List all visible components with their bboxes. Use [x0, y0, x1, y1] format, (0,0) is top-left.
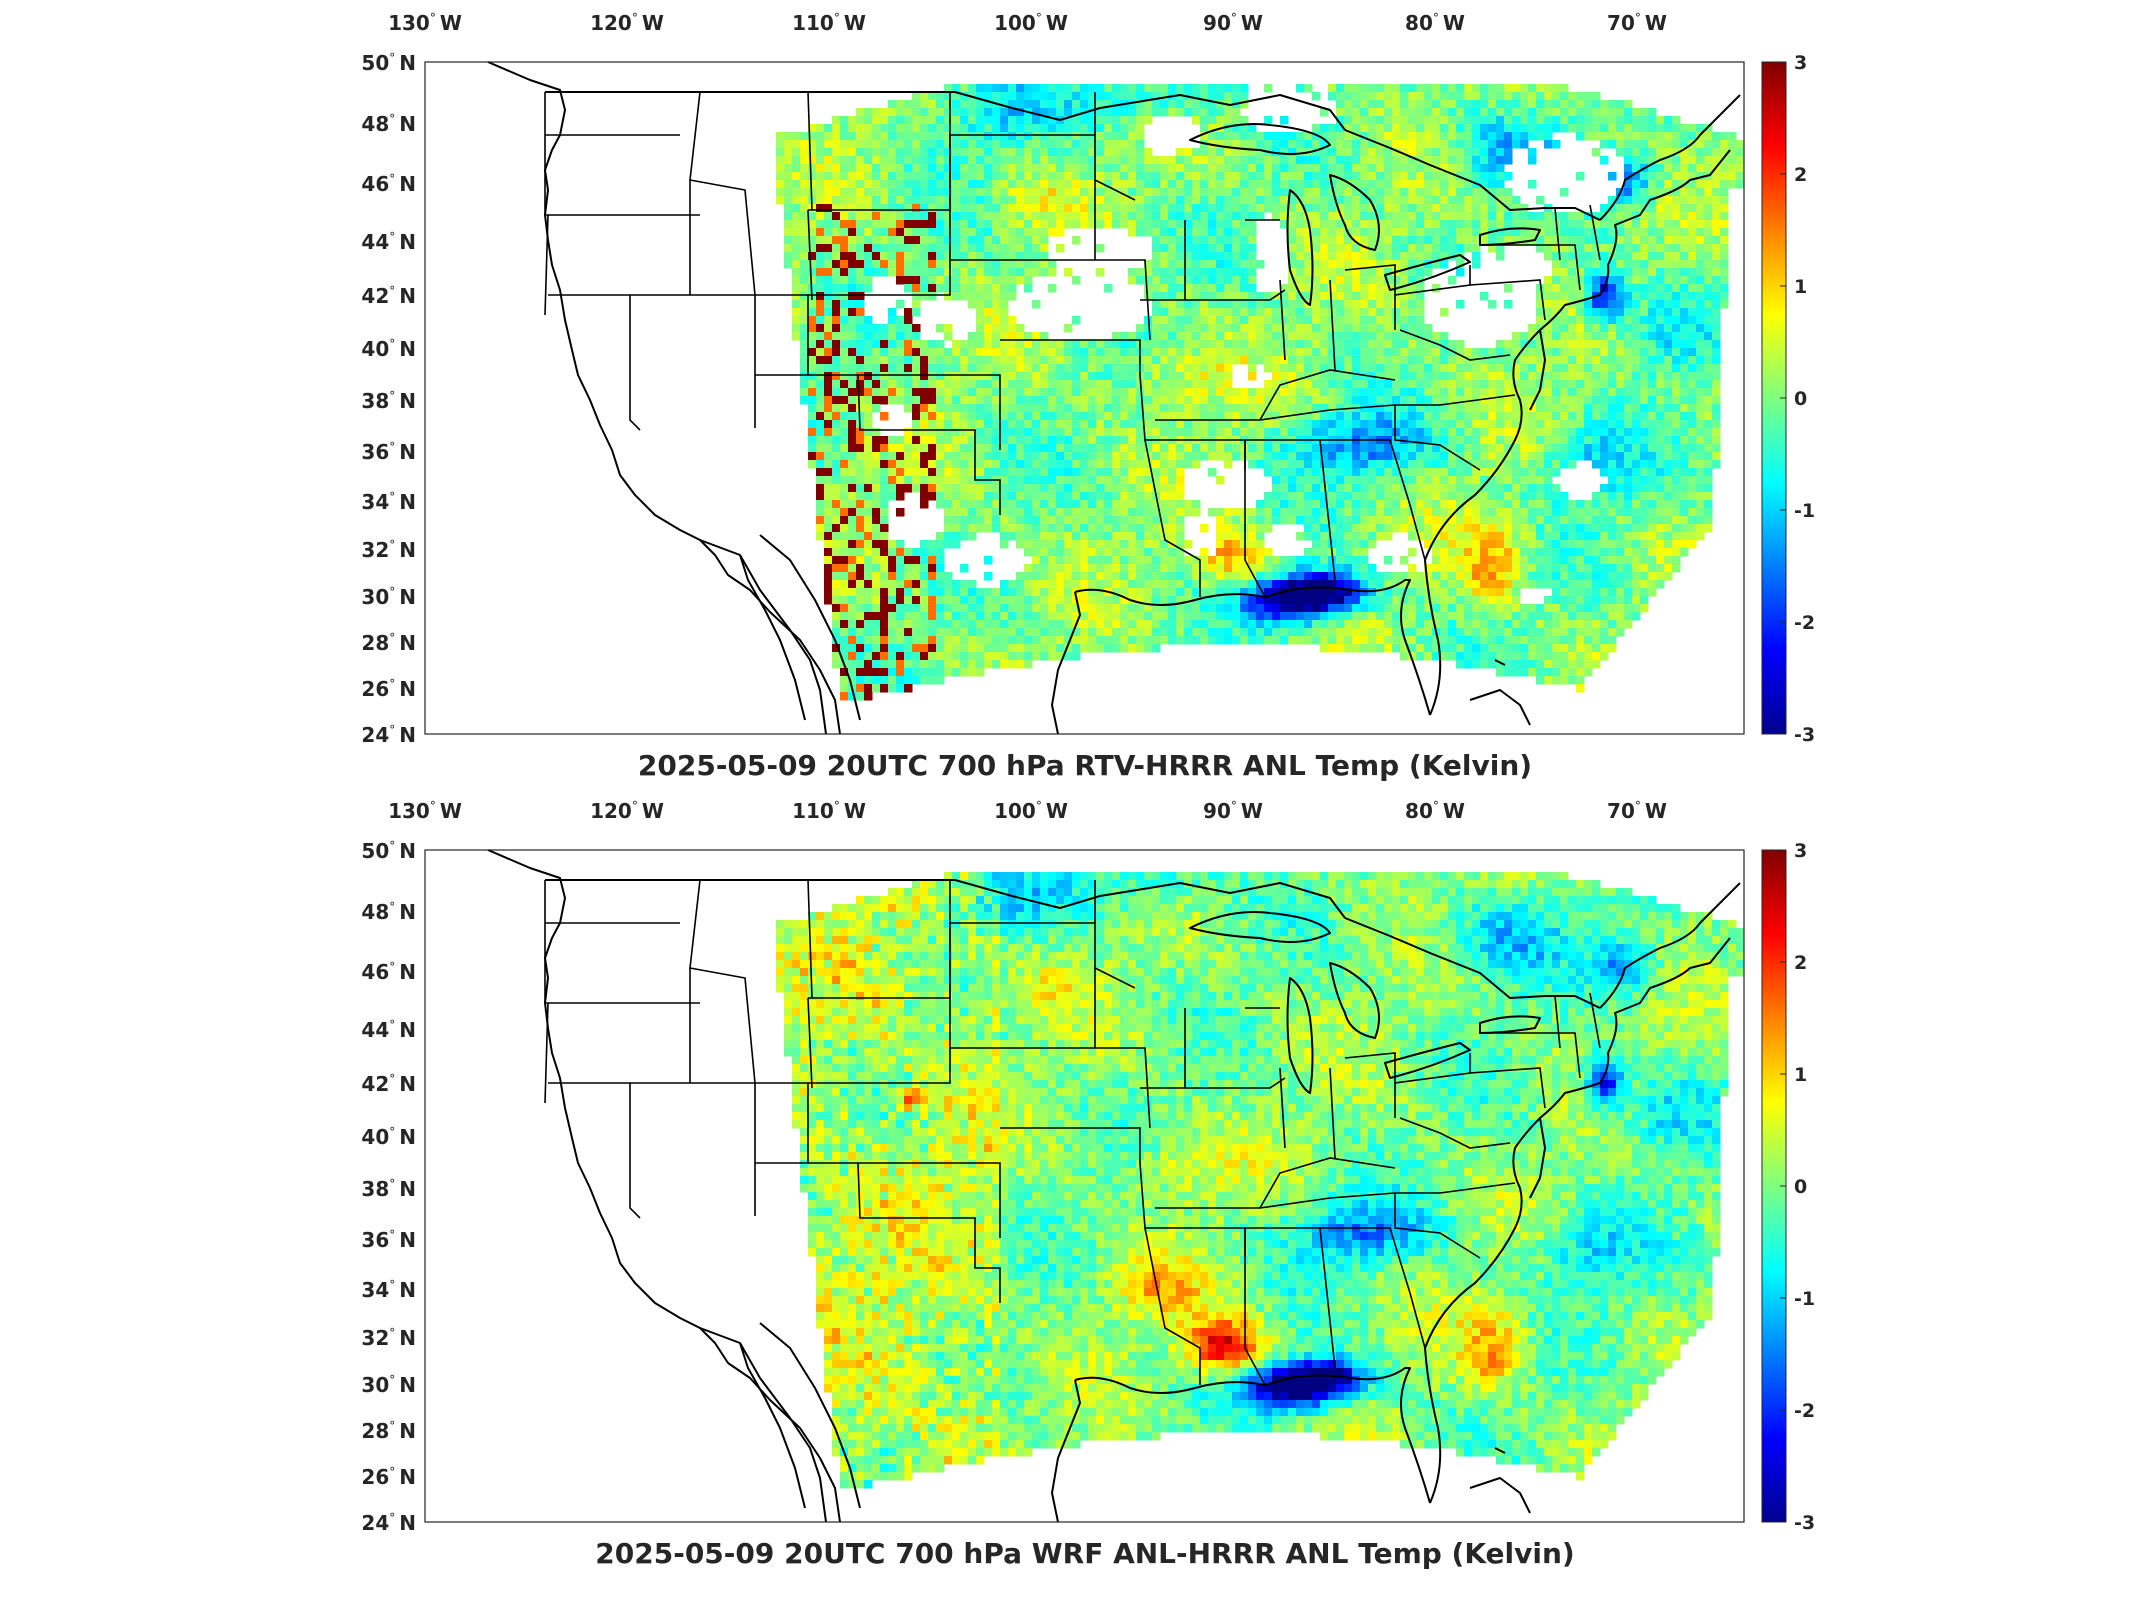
lat-tick-label: 38° N — [361, 389, 416, 413]
lat-tick-label: 30° N — [361, 1373, 416, 1397]
coastline-and-borders — [487, 849, 1741, 1523]
lat-tick-label: 24° N — [361, 723, 416, 747]
lat-tick-label: 36° N — [361, 440, 416, 464]
colorbar-tick-label: -1 — [1794, 500, 1815, 522]
lon-tick-label: 90° W — [1203, 11, 1263, 35]
colorbar-tick-label: 2 — [1794, 952, 1807, 974]
lon-tick-label: 120° W — [590, 11, 664, 35]
lon-tick-label: 80° W — [1405, 11, 1465, 35]
colorbar-tick-label: 0 — [1794, 388, 1807, 410]
lat-tick-label: 40° N — [361, 337, 416, 361]
lat-tick-label: 40° N — [361, 1125, 416, 1149]
colorbar-tick-label: -2 — [1794, 612, 1815, 634]
lat-tick-label: 32° N — [361, 538, 416, 562]
lat-tick-label: 42° N — [361, 1072, 416, 1096]
state-borders — [544, 879, 1601, 1386]
lon-tick-label: 70° W — [1607, 799, 1667, 823]
map-axes-frame — [424, 849, 1745, 1523]
colorbar: 3 2 1 0 -1 -2 -3 — [1761, 840, 1815, 1534]
map-panel-1: 130° W 120° W 110° W 100° W 90° W 80° W 70° W 50° N 48° N… — [361, 11, 1815, 782]
colorbar-tick-label: 1 — [1794, 276, 1807, 298]
colorbar-tick-label: 1 — [1794, 1064, 1807, 1086]
lon-tick-label: 110° W — [792, 799, 866, 823]
lon-tick-label: 130° W — [388, 11, 462, 35]
lat-tick-label: 38° N — [361, 1177, 416, 1201]
colorbar-tick-label: -1 — [1794, 1288, 1815, 1310]
lat-tick-label: 44° N — [361, 1018, 416, 1042]
lon-tick-label: 90° W — [1203, 799, 1263, 823]
map-axes-frame — [424, 61, 1745, 735]
coastline-and-borders — [487, 61, 1741, 735]
lat-tick-label: 48° N — [361, 112, 416, 136]
lon-tick-label: 80° W — [1405, 799, 1465, 823]
colorbar: 3 2 1 0 -1 -2 -3 — [1761, 52, 1815, 746]
lon-tick-label: 70° W — [1607, 11, 1667, 35]
lat-tick-label: 42° N — [361, 284, 416, 308]
lat-tick-label: 24° N — [361, 1511, 416, 1535]
lon-tick-label: 110° W — [792, 11, 866, 35]
colorbar-tick-label: -3 — [1794, 1512, 1815, 1534]
lat-tick-label: 50° N — [361, 839, 416, 863]
lat-tick-label: 50° N — [361, 51, 416, 75]
lon-tick-label: 120° W — [590, 799, 664, 823]
lat-tick-label: 26° N — [361, 677, 416, 701]
lat-tick-label: 26° N — [361, 1465, 416, 1489]
lat-tick-label: 34° N — [361, 490, 416, 514]
lat-tick-label: 28° N — [361, 631, 416, 655]
temperature-difference-field — [776, 872, 1745, 1489]
colorbar-tick-label: -3 — [1794, 724, 1815, 746]
lat-tick-label: 48° N — [361, 900, 416, 924]
lon-tick-label: 100° W — [994, 799, 1068, 823]
lat-tick-label: 30° N — [361, 585, 416, 609]
colorbar-tick-label: -2 — [1794, 1400, 1815, 1422]
lat-tick-label: 46° N — [361, 172, 416, 196]
colorbar-tick-label: 0 — [1794, 1176, 1807, 1198]
lat-tick-label: 32° N — [361, 1326, 416, 1350]
lat-tick-label: 34° N — [361, 1278, 416, 1302]
lon-tick-label: 130° W — [388, 799, 462, 823]
colorbar-tick-label: 3 — [1794, 52, 1807, 74]
lon-tick-label: 100° W — [994, 11, 1068, 35]
panel-title: 2025-05-09 20UTC 700 hPa WRF ANL-HRRR AN… — [595, 1537, 1574, 1570]
lat-tick-label: 46° N — [361, 960, 416, 984]
map-panel-2: 130° W 120° W 110° W 100° W 90° W 80° W 70° W 50° N 48° N… — [361, 799, 1815, 1570]
panel-title: 2025-05-09 20UTC 700 hPa RTV-HRRR ANL Te… — [638, 749, 1532, 782]
lat-tick-label: 36° N — [361, 1228, 416, 1252]
colorbar-tick-label: 3 — [1794, 840, 1807, 862]
state-borders — [544, 91, 1601, 598]
lat-tick-label: 44° N — [361, 230, 416, 254]
lat-tick-label: 28° N — [361, 1419, 416, 1443]
temperature-difference-field — [776, 84, 1745, 701]
colorbar-tick-label: 2 — [1794, 164, 1807, 186]
